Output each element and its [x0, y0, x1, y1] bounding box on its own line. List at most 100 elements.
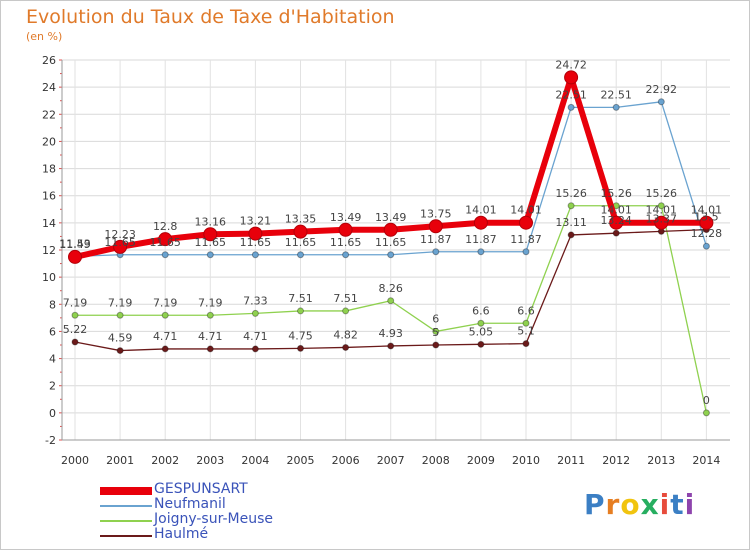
data-label: 22.51: [600, 88, 632, 101]
y-tick-label: 18: [42, 163, 56, 176]
chart-subtitle: (en %): [26, 30, 63, 43]
data-label: 7.19: [108, 296, 133, 309]
data-point: [206, 345, 214, 353]
data-point: [161, 311, 169, 319]
data-point: [71, 311, 79, 319]
data-label: 14.01: [465, 204, 497, 217]
legend-swatch: [100, 505, 152, 507]
y-tick-label: 16: [42, 190, 56, 203]
data-label: 11.87: [420, 233, 452, 246]
data-point: [158, 232, 173, 247]
data-label: 14.01: [691, 204, 723, 217]
data-label: 4.71: [153, 330, 178, 343]
data-point: [477, 248, 485, 256]
logo-letter: r: [605, 488, 621, 521]
data-label: 4.82: [333, 328, 358, 341]
data-point: [477, 319, 485, 327]
data-point: [71, 338, 79, 346]
logo-letter: i: [684, 488, 696, 521]
data-label: 4.71: [198, 330, 223, 343]
data-point: [519, 215, 533, 230]
data-point: [522, 340, 530, 348]
data-label: 13.24: [600, 214, 632, 227]
data-label: 12.8: [153, 220, 178, 233]
data-point: [251, 345, 259, 353]
legend-swatch: [100, 487, 152, 495]
data-point: [564, 70, 579, 85]
data-point: [702, 242, 710, 250]
data-label: 5.05: [469, 325, 494, 338]
y-tick-label: 14: [42, 217, 56, 230]
data-point: [387, 342, 395, 350]
data-label: 4.71: [243, 330, 268, 343]
data-point: [612, 229, 620, 237]
data-label: 7.19: [63, 296, 88, 309]
proxiti-logo: Proxiti: [584, 488, 695, 521]
data-label: 5: [432, 326, 439, 339]
x-tick-label: 2004: [241, 454, 269, 467]
x-tick-label: 2013: [647, 454, 675, 467]
data-label: 13.5: [694, 211, 719, 224]
data-point: [116, 311, 124, 319]
data-label: 11.65: [195, 236, 227, 249]
data-point: [567, 103, 575, 111]
data-label: 14.01: [646, 204, 678, 217]
x-tick-label: 2006: [332, 454, 360, 467]
data-point: [113, 239, 128, 254]
data-point: [297, 344, 304, 352]
y-tick-label: 6: [49, 325, 56, 338]
x-tick-label: 2011: [557, 454, 585, 467]
data-point: [567, 231, 575, 239]
x-tick-label: 2001: [106, 454, 134, 467]
data-point: [68, 249, 82, 264]
data-point: [657, 98, 665, 106]
data-point: [432, 341, 440, 349]
data-point: [297, 307, 304, 315]
data-point: [248, 226, 263, 241]
y-tick-label: 4: [49, 353, 56, 366]
data-point: [477, 340, 485, 348]
data-label: 7.19: [153, 296, 178, 309]
data-labels: 11.49 12.23 12.8 13.16 13.21 13.35 13.49 13.49 1…: [59, 58, 722, 406]
data-point: [206, 311, 214, 319]
legend-label: Neufmanil: [154, 496, 226, 512]
y-tick-label: 12: [42, 244, 56, 257]
data-point: [251, 251, 259, 259]
data-point: [432, 248, 440, 256]
data-point: [161, 345, 169, 353]
legend-swatch: [100, 520, 152, 522]
logo-letter: i: [659, 488, 671, 521]
data-label: 12.23: [104, 228, 136, 241]
data-label: 11.65: [375, 236, 407, 249]
logo-letter: t: [670, 488, 685, 521]
data-label: 6.6: [517, 304, 535, 317]
data-label: 4.59: [108, 332, 133, 345]
data-point: [702, 409, 710, 417]
data-point: [251, 309, 259, 317]
y-tick-label: 20: [42, 135, 56, 148]
data-point: [161, 251, 169, 259]
x-tick-label: 2003: [196, 454, 224, 467]
y-tick-label: 0: [49, 407, 56, 420]
y-tick-label: -2: [45, 434, 56, 447]
data-label: 11.65: [240, 236, 272, 249]
data-point: [203, 227, 218, 242]
x-tick-label: 2009: [467, 454, 495, 467]
y-tick-label: 2: [49, 380, 56, 393]
data-label: 11.53: [59, 237, 91, 250]
data-label: 7.51: [333, 292, 358, 305]
data-label: 22.92: [646, 83, 678, 96]
data-label: 24.72: [555, 58, 587, 71]
data-point: [342, 251, 350, 259]
x-tick-label: 2010: [512, 454, 540, 467]
x-tick-label: 2007: [377, 454, 405, 467]
data-label: 13.75: [420, 207, 452, 220]
data-label: 5.22: [63, 323, 88, 336]
data-point: [473, 215, 488, 230]
data-point: [383, 222, 398, 237]
data-point: [522, 248, 530, 256]
data-label: 15.26: [600, 187, 632, 200]
y-tick-label: 22: [42, 108, 56, 121]
